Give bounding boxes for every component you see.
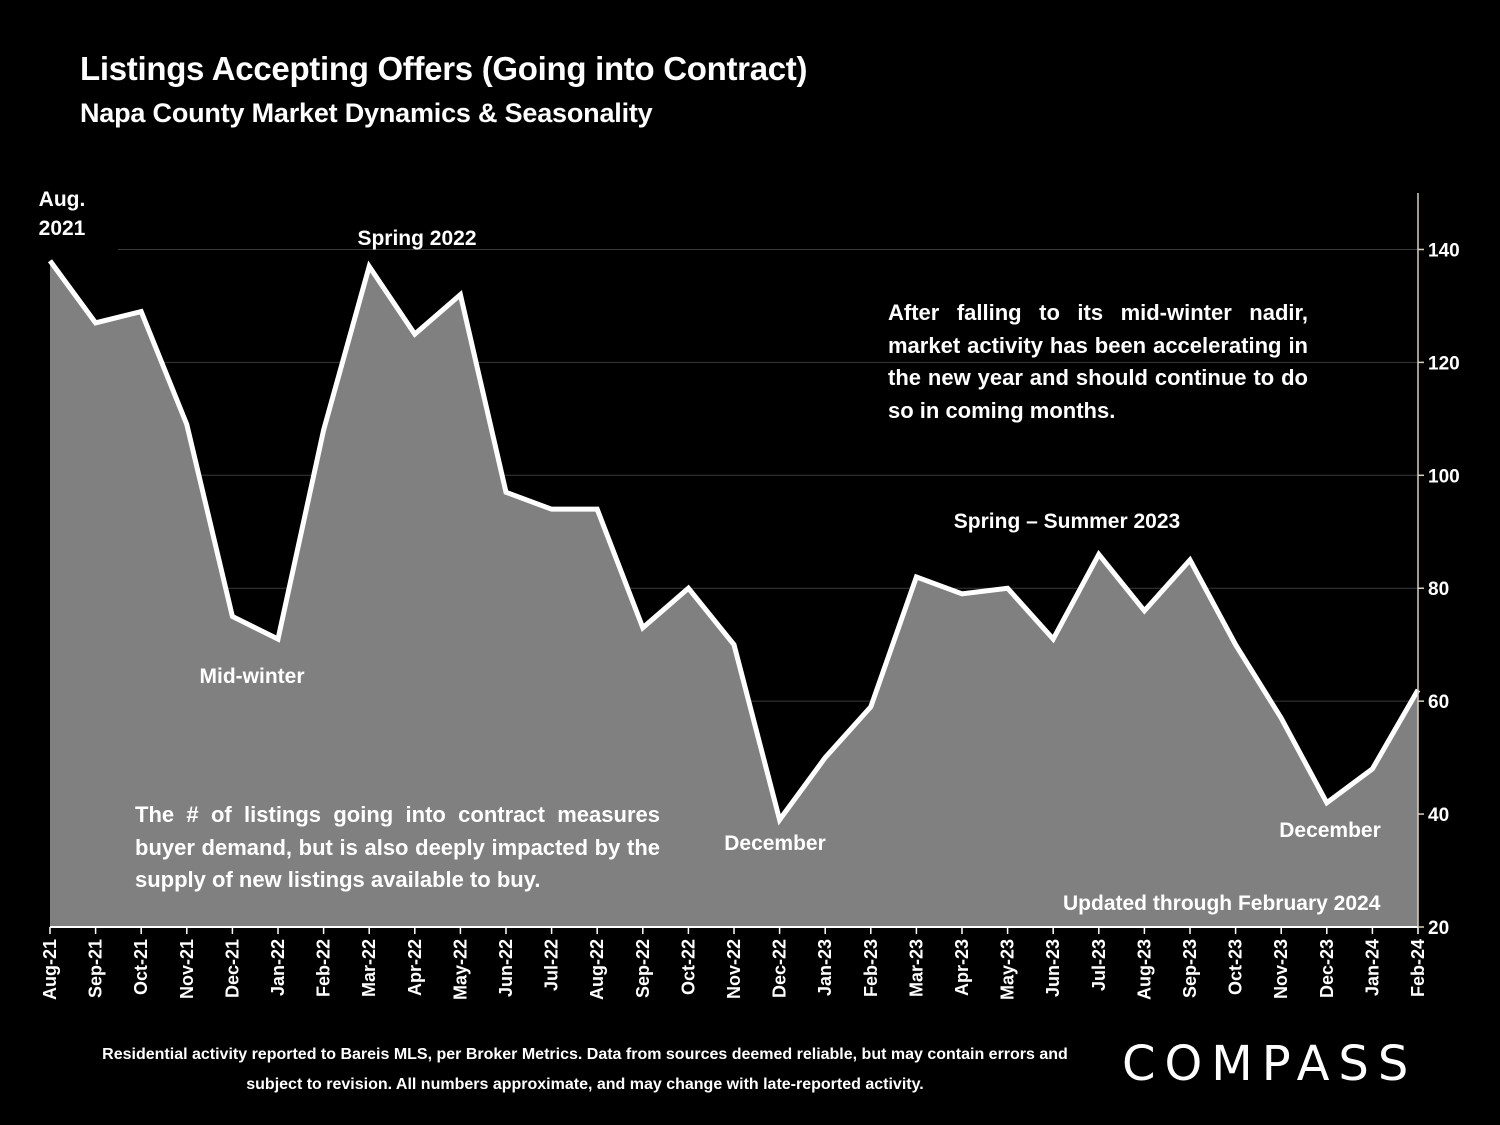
x-tick-label: Jan-22 xyxy=(268,939,288,996)
x-tick-label: Oct-23 xyxy=(1226,939,1246,995)
annotation-label: Aug. xyxy=(39,188,86,211)
x-tick-label: Feb-24 xyxy=(1408,939,1428,997)
x-tick-label: Oct-21 xyxy=(131,939,151,995)
x-tick-label: May-23 xyxy=(998,939,1018,1000)
commentary-right: After falling to its mid-winter nadir, m… xyxy=(888,300,1308,423)
annotation-label: Spring – Summer 2023 xyxy=(954,510,1180,533)
x-tick-label: Apr-22 xyxy=(405,939,425,996)
x-tick-label: Nov-23 xyxy=(1271,939,1291,999)
y-tick-label: 120 xyxy=(1428,353,1460,374)
annotation-label: December xyxy=(1279,819,1381,842)
x-tick-label: Dec-23 xyxy=(1317,939,1337,998)
x-tick-label: Mar-22 xyxy=(359,939,379,997)
x-tick-label: Feb-22 xyxy=(314,939,334,997)
x-tick-label: May-22 xyxy=(450,939,470,1000)
annotation-label: Spring 2022 xyxy=(357,227,476,250)
chart-title: Listings Accepting Offers (Going into Co… xyxy=(80,50,808,87)
x-tick-label: Mar-23 xyxy=(906,939,926,997)
x-tick-label: Aug-22 xyxy=(587,939,607,1000)
x-tick-label: Jan-24 xyxy=(1362,939,1382,996)
chart-subtitle: Napa County Market Dynamics & Seasonalit… xyxy=(80,98,653,128)
annotation-label: Mid-winter xyxy=(200,665,305,688)
y-tick-label: 80 xyxy=(1428,579,1449,600)
x-tick-label: Nov-21 xyxy=(177,939,197,999)
x-tick-label: Dec-21 xyxy=(222,939,242,998)
y-tick-label: 40 xyxy=(1428,805,1449,826)
x-tick-label: Apr-23 xyxy=(952,939,972,996)
commentary-left: The # of listings going into contract me… xyxy=(135,802,660,892)
x-tick-label: Nov-22 xyxy=(724,939,744,999)
x-tick-label: Aug-21 xyxy=(40,939,60,1000)
x-tick-label: Jul-22 xyxy=(542,939,562,991)
annotation-label: 2021 xyxy=(39,217,86,240)
y-tick-label: 20 xyxy=(1428,918,1449,939)
y-tick-label: 60 xyxy=(1428,692,1449,713)
x-tick-label: Sep-21 xyxy=(86,939,106,998)
x-tick-label: Oct-22 xyxy=(678,939,698,995)
x-tick-label: Feb-23 xyxy=(861,939,881,997)
annotation-label: December xyxy=(724,832,826,855)
area-fill xyxy=(50,260,1418,927)
x-tick-label: Aug-23 xyxy=(1134,939,1154,1000)
x-tick-label: Sep-23 xyxy=(1180,939,1200,998)
y-tick-label: 100 xyxy=(1428,466,1460,487)
y-tick-label: 140 xyxy=(1428,240,1460,261)
source-footnote: Residential activity reported to Bareis … xyxy=(102,1046,1068,1093)
compass-logo: COMPASS xyxy=(1122,1036,1418,1092)
x-tick-label: Jun-22 xyxy=(496,939,516,997)
x-tick-label: Jul-23 xyxy=(1089,939,1109,991)
updated-note: Updated through February 2024 xyxy=(1063,892,1381,915)
x-tick-label: Dec-22 xyxy=(770,939,790,998)
x-tick-label: Jun-23 xyxy=(1043,939,1063,997)
x-tick-label: Jan-23 xyxy=(815,939,835,996)
x-tick-label: Sep-22 xyxy=(633,939,653,998)
